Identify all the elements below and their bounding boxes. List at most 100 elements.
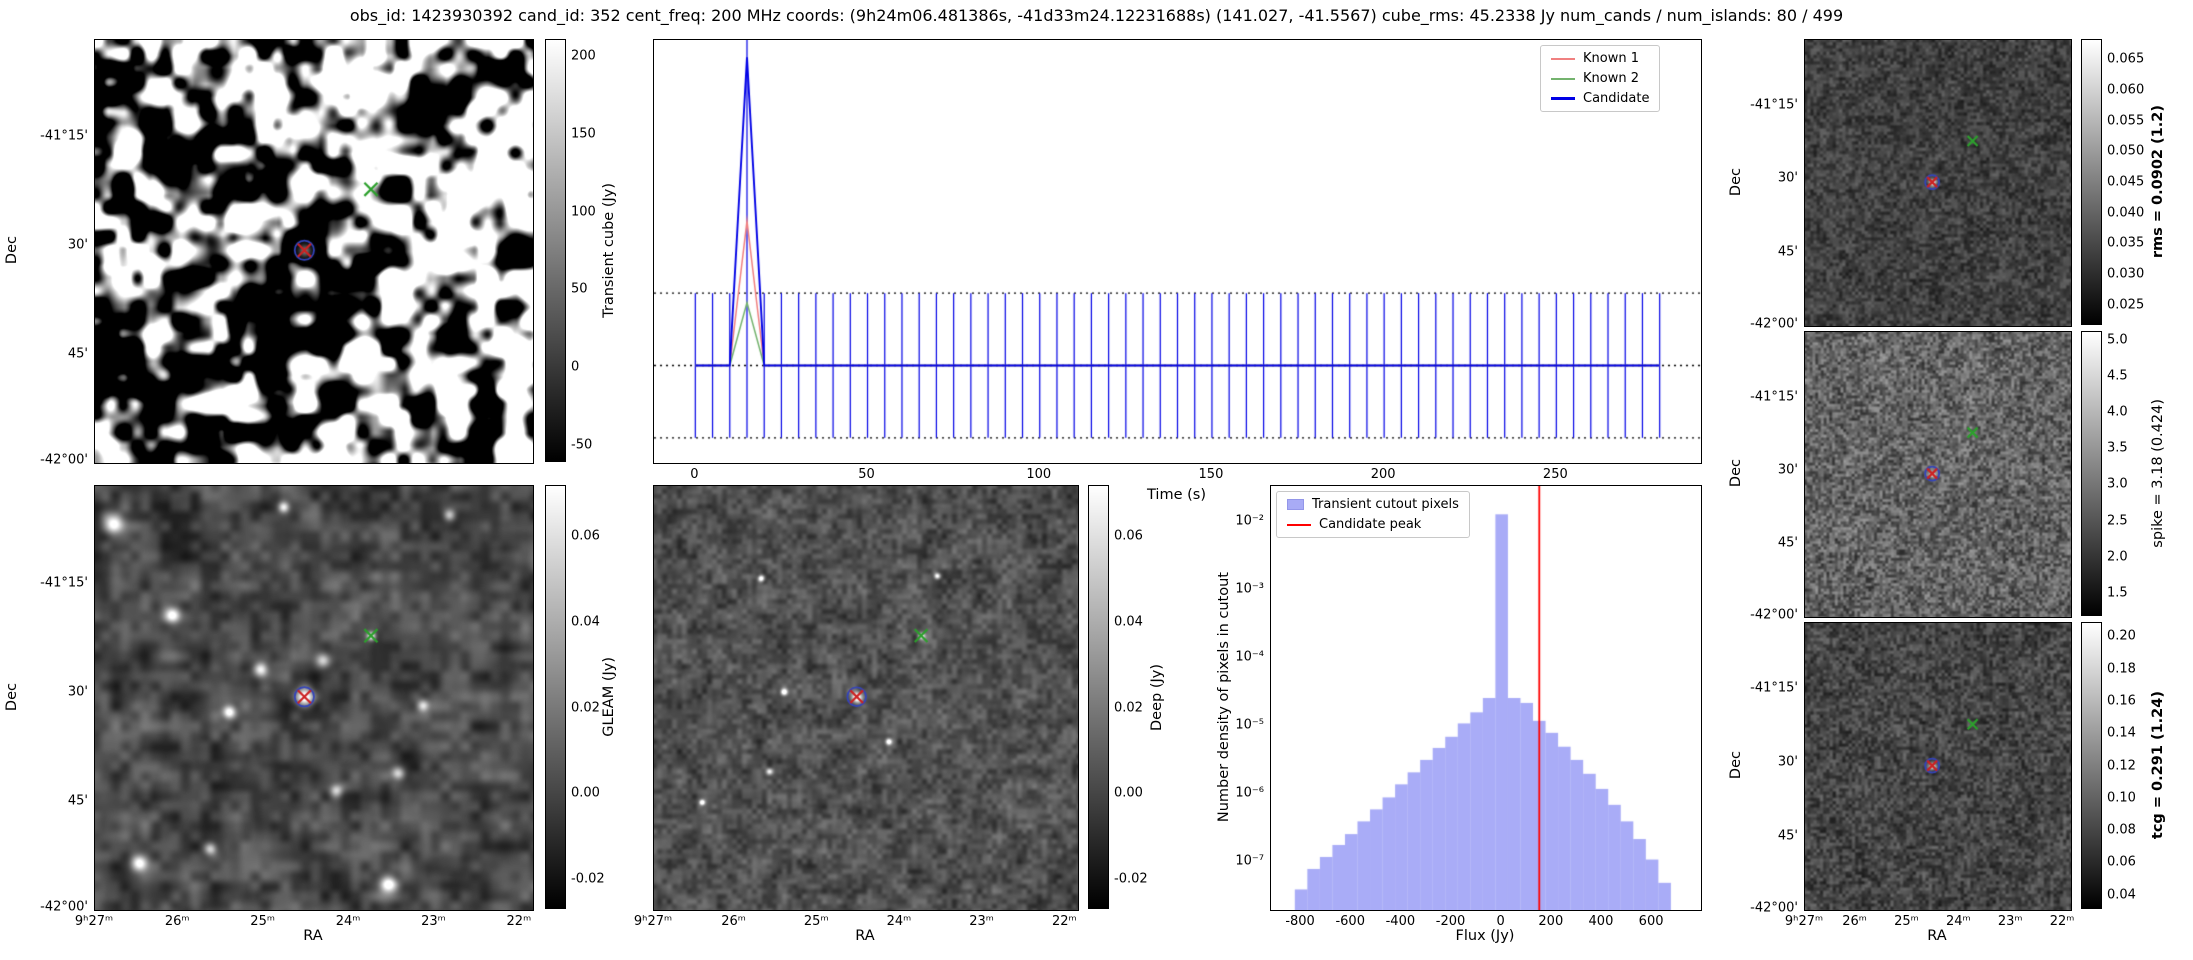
peak-line-swatch [1287,523,1311,526]
dec-tick: 45' [67,346,88,362]
colorbar-tick: 1.5 [2107,585,2128,601]
candidate-peak-legend-label: Candidate peak [1319,517,1422,532]
hist-xtick: -800 [1285,914,1315,929]
hist-xtick: 600 [1638,914,1664,929]
ra-tick: 25ᵐ [1894,914,1919,929]
colorbar-tick: 0.12 [2107,758,2136,773]
gleam-cbar-label: GLEAM (Jy) [601,657,617,737]
spike-cbar-label: spike = 3.18 (0.424) [2150,399,2166,548]
ra-tick: 24ᵐ [335,914,361,929]
colorbar-tick: 0.04 [2107,887,2136,903]
colorbar-tick: 0.055 [2107,113,2145,128]
colorbar-tick: 0.00 [571,785,600,801]
colorbar-tick: 0.10 [2107,790,2136,806]
dec-tick: -41°15' [1750,97,1798,113]
colorbar-tick: 0.06 [571,528,600,544]
dec-tick: 30' [1777,754,1798,770]
hist-xtick: -600 [1335,914,1365,929]
colorbar-tick: 0.04 [571,614,600,630]
colorbar-tick: 0.035 [2107,235,2145,251]
colorbar-tick: 0.040 [2107,205,2145,221]
dec-tick: -42°00' [1750,316,1798,332]
colorbar-tick: 200 [571,48,596,64]
lightcurve-xlabel: Time (s) [1147,487,1206,503]
ra-tick: 22ᵐ [1051,914,1077,929]
dec-tick: -41°15' [40,128,88,144]
legend-entry-known1: Known 1 [1551,51,1649,66]
gleam-cbar-label-wrap: GLEAM (Jy) [598,485,620,909]
dec-tick: -42°00' [1750,900,1798,916]
colorbar-tick: 0 [571,359,580,375]
tcg-cbar-label-wrap: tcg = 0.291 (1.24) [2146,622,2170,909]
ra-tick: 22ᵐ [506,914,532,929]
ra-tick: 25ᵐ [803,914,829,929]
colorbar-tick: 0.08 [2107,822,2136,838]
spike-cutout-image [1804,331,2072,618]
dec-tick: 30' [1777,462,1798,478]
hist-ylabel-wrap: Number density of pixels in cutout [1214,485,1234,909]
dec-tick: 30' [67,237,88,253]
colorbar-tick: 0.02 [571,700,600,716]
colorbar-tick: 0.06 [1114,528,1143,544]
dec-tick: -41°15' [40,575,88,591]
ra-tick: 9ʰ27ᵐ [633,914,673,929]
rms-cutout-image [1804,39,2072,327]
hist-xtick: -200 [1435,914,1466,929]
ra-tick: 9ʰ27ᵐ [74,914,114,929]
hist-xlabel: Flux (Jy) [1455,928,1515,944]
ra-axis-label: RA [1927,928,1947,944]
known1-line-swatch [1551,57,1575,60]
deep-colorbar [1088,485,1109,909]
dec-axis-label-wrap: Dec [1726,39,1746,325]
hist-xtick: -400 [1385,914,1416,929]
lightcurve-xtick: 200 [1370,467,1396,482]
hist-xtick: 0 [1496,914,1505,929]
dec-axis-label: Dec [1728,167,1744,197]
candidate-legend-label: Candidate [1583,91,1650,106]
deep-cutout-image [653,485,1079,911]
lightcurve-plot [653,39,1702,464]
hist-patch-swatch [1287,499,1304,510]
legend-entry-known2: Known 2 [1551,71,1649,86]
hist-ytick: 10⁻⁶ [1235,785,1264,801]
hist-ytick: 10⁻² [1235,513,1264,529]
colorbar-tick: 0.14 [2107,725,2136,741]
colorbar-tick: -0.02 [1114,871,1148,887]
rms-colorbar [2081,39,2102,325]
colorbar-tick: 0.02 [1114,700,1143,716]
spike-cbar-label-wrap: spike = 3.18 (0.424) [2146,331,2170,616]
colorbar-tick: 150 [571,126,596,142]
colorbar-tick: 3.5 [2107,440,2128,456]
colorbar-tick: 2.0 [2107,549,2128,565]
colorbar-tick: -50 [571,437,593,453]
dec-axis-label: Dec [4,682,20,712]
dec-tick: 45' [1777,828,1798,844]
dec-tick: -42°00' [40,899,88,915]
colorbar-tick: 2.5 [2107,513,2128,529]
colorbar-tick: 0.20 [2107,628,2136,644]
ra-tick: 24ᵐ [1945,914,1971,929]
dec-axis-label: Dec [1728,459,1744,488]
hist-ytick: 10⁻⁴ [1235,649,1264,665]
deep-cbar-label-wrap: Deep (Jy) [1146,485,1168,909]
tcg-cutout-image [1804,622,2072,911]
dec-tick: 30' [67,684,88,700]
dec-axis-label-wrap: Dec [1726,331,1746,616]
hist-ylabel: Number density of pixels in cutout [1216,571,1232,823]
colorbar-tick: 0.050 [2107,143,2145,159]
lightcurve-xtick: 50 [858,467,875,482]
dec-tick: 45' [1777,244,1798,260]
colorbar-tick: 5.0 [2107,332,2128,348]
ra-tick: 23ᵐ [421,914,446,929]
ra-axis-label: RA [303,928,323,944]
dec-tick: 45' [67,793,88,809]
flux-histogram-plot [1270,485,1702,911]
colorbar-tick: 3.0 [2107,476,2128,492]
known1-legend-label: Known 1 [1583,51,1639,66]
hist-ytick: 10⁻⁷ [1235,853,1264,869]
tcg-cbar-label: tcg = 0.291 (1.24) [2150,691,2166,840]
rms-cbar-label: rms = 0.0902 (1.2) [2150,105,2166,259]
colorbar-tick: 4.0 [2107,404,2128,420]
ra-tick: 24ᵐ [886,914,912,929]
dec-tick: -41°15' [1750,389,1798,405]
